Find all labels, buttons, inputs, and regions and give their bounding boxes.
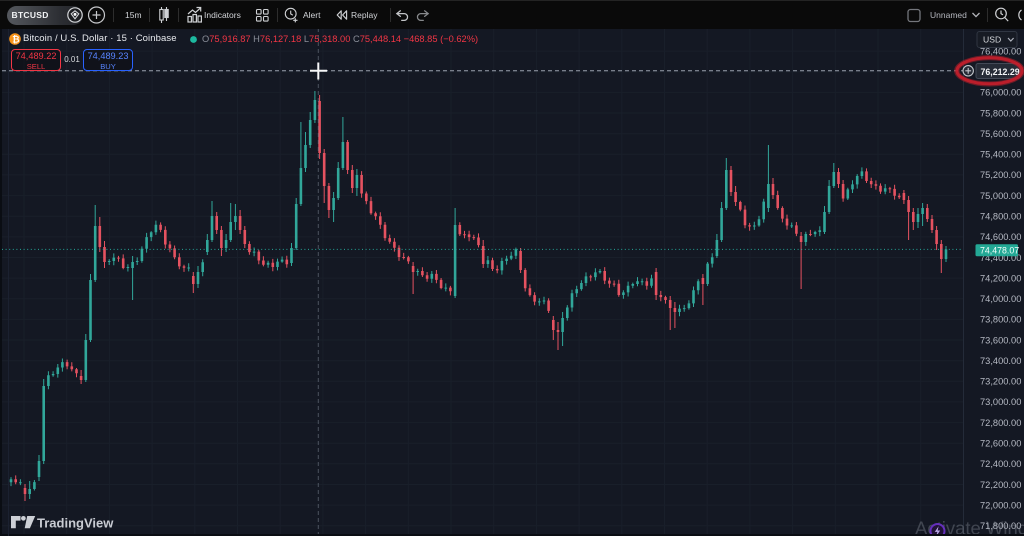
svg-text:74,800.00: 74,800.00 <box>980 212 1021 222</box>
svg-text:75,600.00: 75,600.00 <box>980 129 1021 139</box>
svg-text:73,600.00: 73,600.00 <box>980 335 1021 345</box>
svg-text:TradingView: TradingView <box>37 515 114 530</box>
svg-text:72,200.00: 72,200.00 <box>980 480 1021 490</box>
svg-text:74,200.00: 74,200.00 <box>980 273 1021 283</box>
svg-text:74,400.00: 74,400.00 <box>980 253 1021 263</box>
svg-text:76,400.00: 76,400.00 <box>980 46 1021 56</box>
svg-text:73,200.00: 73,200.00 <box>980 377 1021 387</box>
svg-text:75,800.00: 75,800.00 <box>980 108 1021 118</box>
svg-text:₿: ₿ <box>12 34 19 44</box>
svg-text:75,200.00: 75,200.00 <box>980 170 1021 180</box>
svg-text:USD: USD <box>983 35 1001 45</box>
svg-text:72,000.00: 72,000.00 <box>980 500 1021 510</box>
svg-text:73,000.00: 73,000.00 <box>980 397 1021 407</box>
svg-text:73,800.00: 73,800.00 <box>980 315 1021 325</box>
svg-text:72,600.00: 72,600.00 <box>980 439 1021 449</box>
svg-text:74,600.00: 74,600.00 <box>980 232 1021 242</box>
svg-text:71,800.00: 71,800.00 <box>980 521 1021 531</box>
svg-text:74,000.00: 74,000.00 <box>980 294 1021 304</box>
svg-text:75,400.00: 75,400.00 <box>980 150 1021 160</box>
svg-text:75,000.00: 75,000.00 <box>980 191 1021 201</box>
svg-text:73,400.00: 73,400.00 <box>980 356 1021 366</box>
svg-text:76,000.00: 76,000.00 <box>980 88 1021 98</box>
svg-text:72,400.00: 72,400.00 <box>980 459 1021 469</box>
svg-text:74,478.07: 74,478.07 <box>980 245 1019 255</box>
svg-text:72,800.00: 72,800.00 <box>980 418 1021 428</box>
svg-text:76,212.29: 76,212.29 <box>981 67 1020 77</box>
